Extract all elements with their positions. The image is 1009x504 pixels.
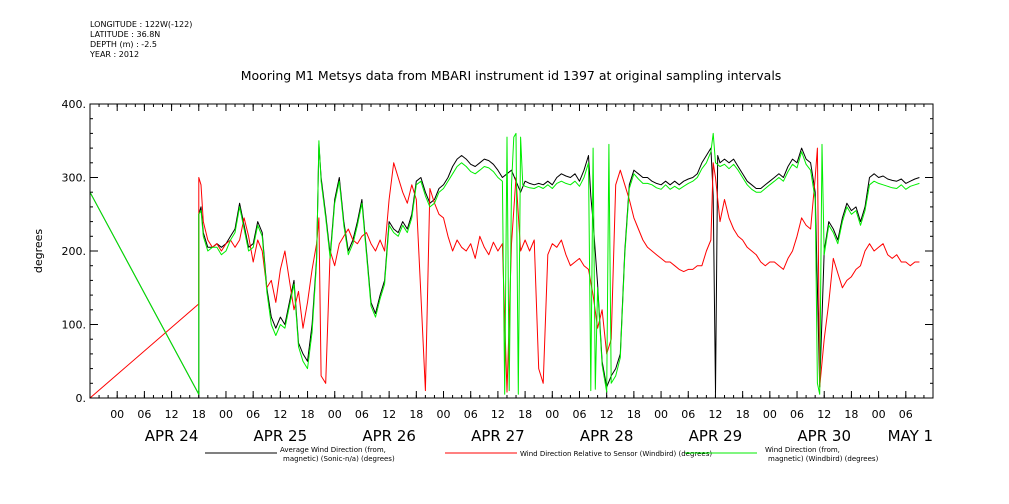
x-tick-label: 18: [301, 408, 315, 421]
x-tick-label: 00: [545, 408, 559, 421]
series-line-1: [89, 143, 920, 395]
x-tick-label: 00: [328, 408, 342, 421]
series-line-3: [89, 132, 920, 395]
x-tick-label: 18: [409, 408, 423, 421]
y-tick-label: 100.: [62, 319, 87, 332]
x-tick-label: 06: [137, 408, 151, 421]
x-tick-label: 12: [817, 408, 831, 421]
y-tick-label: 300.: [62, 172, 87, 185]
x-tick-label: 12: [165, 408, 179, 421]
x-tick-label: 00: [110, 408, 124, 421]
x-tick-label: 12: [491, 408, 505, 421]
x-tick-label: 00: [219, 408, 233, 421]
x-tick-label: 12: [273, 408, 287, 421]
metadata-header: LONGITUDE : 122W(-122) LATITUDE : 36.8N …: [90, 20, 192, 60]
chart-title: Mooring M1 Metsys data from MBARI instru…: [241, 68, 782, 83]
legend-label-3: magnetic) (Windbird) (degrees): [768, 455, 879, 463]
x-tick-label: 00: [872, 408, 886, 421]
legend-label-3: Wind Direction (from,: [765, 446, 840, 454]
plot-frame: [89, 103, 934, 399]
x-tick-label: 06: [246, 408, 260, 421]
axes-layer: 00 06 12 18 00 06 12 18 00 06 12 18 00 06 12 18 00 06 12 18…: [62, 98, 934, 445]
x-date-label: APR 28: [580, 427, 634, 445]
x-tick-label: 12: [382, 408, 396, 421]
y-axis-label: degrees: [32, 229, 45, 274]
series-layer: [89, 132, 920, 399]
x-tick-label: 06: [572, 408, 586, 421]
longitude-line: LONGITUDE : 122W(-122): [90, 20, 193, 29]
legend-label-2: Wind Direction Relative to Sensor (Windb…: [520, 450, 712, 458]
x-date-label: MAY 1: [888, 427, 934, 445]
x-date-label: APR 30: [797, 427, 851, 445]
x-tick-label: 12: [708, 408, 722, 421]
x-tick-label: 06: [464, 408, 478, 421]
x-date-label: APR 24: [145, 427, 199, 445]
legend-label-1: Average Wind Direction (from,: [280, 446, 386, 454]
x-tick-label: 18: [627, 408, 641, 421]
y-tick-label: 200.: [62, 245, 87, 258]
x-tick-label: 18: [518, 408, 532, 421]
x-tick-label: 06: [899, 408, 913, 421]
x-date-label: APR 26: [362, 427, 416, 445]
legend: Average Wind Direction (from,magnetic) (…: [205, 446, 879, 463]
x-date-label: APR 29: [689, 427, 743, 445]
x-tick-label: 18: [844, 408, 858, 421]
x-tick-label: 00: [654, 408, 668, 421]
latitude-line: LATITUDE : 36.8N: [90, 30, 161, 39]
x-date-label: APR 25: [254, 427, 308, 445]
x-tick-label: 00: [763, 408, 777, 421]
x-tick-label: 18: [192, 408, 206, 421]
year-line: YEAR : 2012: [90, 50, 140, 59]
depth-line: DEPTH (m) : -2.5: [90, 40, 157, 49]
x-tick-label: 18: [736, 408, 750, 421]
x-tick-label: 06: [681, 408, 695, 421]
y-tick-label: 0.: [76, 392, 87, 405]
y-tick-label: 400.: [62, 98, 87, 111]
x-tick-label: 06: [790, 408, 804, 421]
x-tick-label: 12: [600, 408, 614, 421]
x-tick-label: 06: [355, 408, 369, 421]
legend-label-1: magnetic) (Sonic-n/a) (degrees): [283, 455, 395, 463]
x-date-label: APR 27: [471, 427, 525, 445]
x-tick-label: 00: [437, 408, 451, 421]
series-line-2: [89, 147, 920, 399]
